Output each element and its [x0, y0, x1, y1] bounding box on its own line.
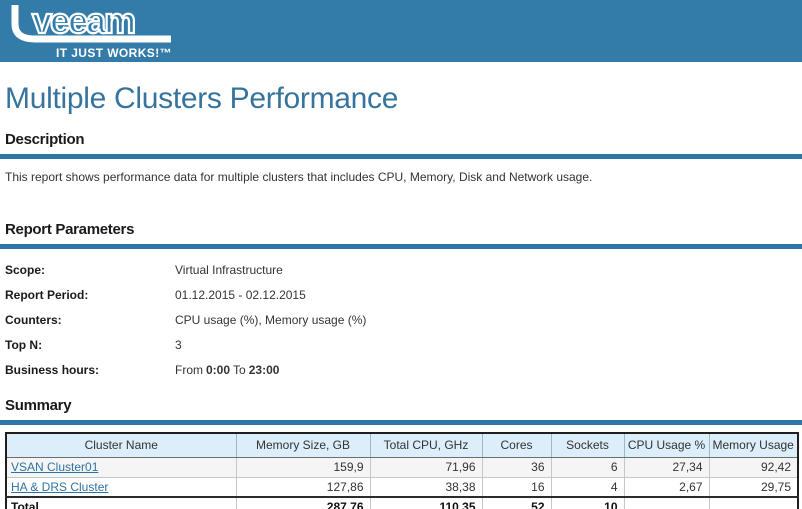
col-header-memory-size: Memory Size, GB — [235, 432, 371, 458]
veeam-logo-icon: veeam — [11, 3, 171, 43]
col-header-cpu-usage: CPU Usage % — [623, 432, 710, 458]
memory-usage-cell: 29,75 — [708, 476, 799, 498]
summary-table: Cluster Name Memory Size, GB Total CPU, … — [5, 432, 799, 509]
summary-rule — [0, 420, 802, 425]
col-header-sockets: Sockets — [550, 432, 625, 458]
report-parameters-list: Scope: Virtual Infrastructure Report Peri… — [5, 258, 802, 383]
cores-cell: 16 — [481, 476, 552, 498]
cluster-link-ha-drs-cluster[interactable]: HA & DRS Cluster — [11, 479, 109, 494]
table-row: VSAN Cluster01 159,9 71,96 36 6 27,34 92… — [5, 456, 799, 478]
cpu-usage-cell: 2,67 — [623, 476, 710, 498]
page-title: Multiple Clusters Performance — [5, 82, 399, 115]
param-row-counters: Counters: CPU usage (%), Memory usage (%) — [5, 308, 802, 333]
total-cpu-usage-cell — [623, 496, 710, 509]
total-cores-cell: 52 — [481, 496, 552, 509]
total-memory-usage-cell — [708, 496, 799, 509]
param-label: Counters: — [5, 313, 62, 327]
cpu-usage-cell: 27,34 — [623, 456, 710, 478]
veeam-logo: veeam IT JUST WORKS!™ — [8, 3, 188, 61]
sockets-cell: 4 — [550, 476, 625, 498]
param-value: CPU usage (%), Memory usage (%) — [175, 313, 367, 327]
total-cpu-cell: 110,35 — [369, 496, 483, 509]
logo-wordmark: veeam — [32, 3, 134, 41]
memory-size-cell: 159,9 — [235, 456, 371, 478]
param-value: 3 — [175, 338, 182, 352]
param-row-scope: Scope: Virtual Infrastructure — [5, 258, 802, 283]
memory-usage-cell: 92,42 — [708, 456, 799, 478]
param-label: Report Period: — [5, 288, 89, 302]
total-label-cell: Total — [5, 496, 237, 509]
col-header-memory-usage: Memory Usage % — [708, 432, 799, 458]
veeam-banner: veeam IT JUST WORKS!™ — [0, 0, 802, 62]
param-label: Top N: — [5, 338, 43, 352]
cluster-link-vsan-cluster01[interactable]: VSAN Cluster01 — [11, 460, 99, 474]
total-memory-cell: 287,76 — [235, 496, 371, 509]
col-header-cores: Cores — [481, 432, 552, 458]
total-cpu-cell: 38,38 — [369, 476, 483, 498]
business-hours-start: 0:00 — [206, 363, 231, 377]
table-row: HA & DRS Cluster 127,86 38,38 16 4 2,67 … — [5, 476, 799, 498]
table-total-row: Total 287,76 110,35 52 10 — [5, 496, 799, 509]
description-text: This report shows performance data for m… — [5, 170, 593, 184]
param-label: Scope: — [5, 263, 46, 277]
table-header-row: Cluster Name Memory Size, GB Total CPU, … — [5, 432, 799, 458]
sockets-cell: 6 — [550, 456, 625, 478]
description-rule — [0, 154, 802, 159]
total-cpu-cell: 71,96 — [369, 456, 483, 478]
report-parameters-rule — [0, 244, 802, 249]
business-hours-to-label: To — [233, 363, 246, 377]
col-header-cluster-name: Cluster Name — [5, 432, 237, 458]
report-parameters-heading: Report Parameters — [5, 221, 135, 238]
param-label: Business hours: — [5, 363, 100, 377]
cluster-name-cell: VSAN Cluster01 — [5, 456, 237, 478]
logo-tagline: IT JUST WORKS!™ — [56, 46, 172, 60]
description-heading: Description — [5, 131, 85, 148]
cores-cell: 36 — [481, 456, 552, 478]
business-hours-end: 23:00 — [248, 363, 280, 377]
summary-heading: Summary — [5, 397, 72, 414]
param-row-report-period: Report Period: 01.12.2015 - 02.12.2015 — [5, 283, 802, 308]
param-row-business-hours: Business hours: From 0:00 To 23:00 — [5, 358, 802, 383]
logo-swoosh — [11, 5, 171, 43]
memory-size-cell: 127,86 — [235, 476, 371, 498]
business-hours-from-label: From — [175, 363, 203, 377]
cluster-name-cell: HA & DRS Cluster — [5, 476, 237, 498]
total-sockets-cell: 10 — [550, 496, 625, 509]
param-value: Virtual Infrastructure — [175, 263, 283, 277]
param-value: From 0:00 To 23:00 — [175, 363, 282, 377]
param-value: 01.12.2015 - 02.12.2015 — [175, 288, 306, 302]
param-row-top-n: Top N: 3 — [5, 333, 802, 358]
col-header-total-cpu: Total CPU, GHz — [369, 432, 483, 458]
